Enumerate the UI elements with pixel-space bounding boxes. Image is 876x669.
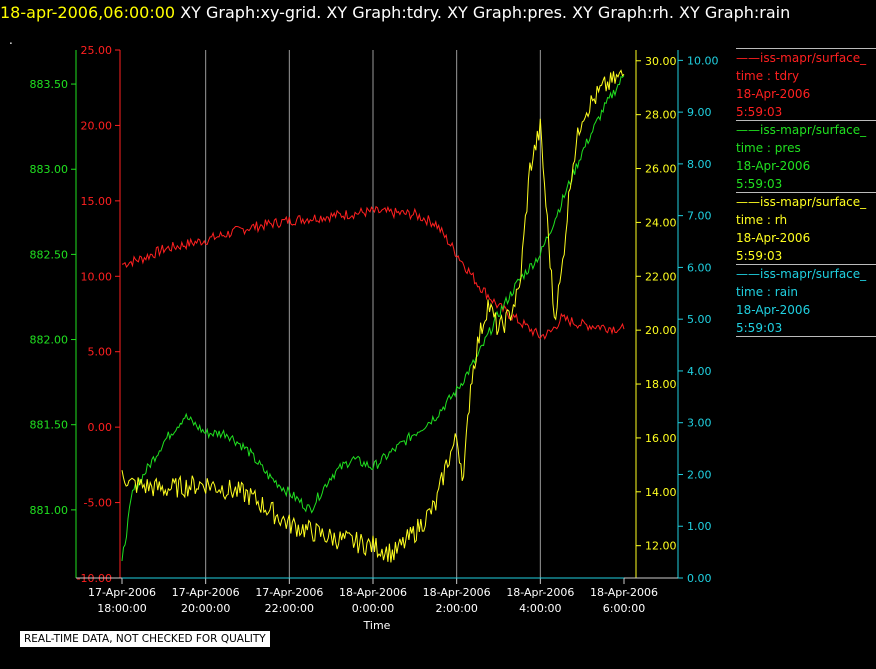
pres-tick-label: 883.00 bbox=[30, 163, 69, 176]
legend-date: 18-Apr-2006 bbox=[736, 87, 811, 101]
legend-source: ——iss-mapr/surface_ bbox=[736, 123, 867, 137]
x-tick-time: 0:00:00 bbox=[352, 602, 394, 615]
legend-source: ——iss-mapr/surface_ bbox=[736, 195, 867, 209]
pres-tick-label: 882.00 bbox=[30, 334, 69, 347]
rh-tick-label: 28.00 bbox=[645, 109, 677, 122]
legend-source: ——iss-mapr/surface_ bbox=[736, 51, 867, 65]
rh-tick-label: 22.00 bbox=[645, 270, 677, 283]
rh-tick-label: 14.00 bbox=[645, 486, 677, 499]
legend-time: 5:59:03 bbox=[736, 249, 783, 263]
series-line-tdry bbox=[121, 205, 625, 341]
rain-tick-label: 0.00 bbox=[687, 572, 712, 585]
x-tick-date: 17-Apr-2006 bbox=[172, 586, 240, 599]
pres-tick-label: 881.00 bbox=[30, 504, 69, 517]
legend-date: 18-Apr-2006 bbox=[736, 159, 811, 173]
tdry-tick-label: 5.00 bbox=[88, 346, 113, 359]
rain-tick-label: 4.00 bbox=[687, 365, 712, 378]
legend-separator bbox=[736, 120, 876, 121]
graph-title-bar: 18-apr-2006,06:00:00 XY Graph:xy-grid. X… bbox=[0, 3, 790, 22]
legend-separator bbox=[736, 192, 876, 193]
tdry-tick-label: -5.00 bbox=[84, 497, 112, 510]
legend-separator bbox=[736, 336, 876, 337]
legend-separator bbox=[736, 264, 876, 265]
legend-time: 5:59:03 bbox=[736, 321, 783, 335]
legend-entry: ——iss-mapr/surface_time : rh 18-Apr-2006 5… bbox=[736, 192, 876, 265]
x-tick-time: 22:00:00 bbox=[265, 602, 314, 615]
header-dot: . bbox=[9, 33, 13, 47]
legend-var: time : pres bbox=[736, 141, 801, 155]
rain-tick-label: 10.00 bbox=[687, 54, 719, 67]
quality-note: REAL-TIME DATA, NOT CHECKED FOR QUALITY bbox=[20, 631, 270, 647]
legend-separator bbox=[736, 48, 876, 49]
x-axis-label: Time bbox=[363, 619, 391, 632]
tdry-tick-label: 15.00 bbox=[81, 195, 113, 208]
legend-entry: ——iss-mapr/surface_time : pres 18-Apr-200… bbox=[736, 120, 876, 193]
legend-entry: ——iss-mapr/surface_time : rain 18-Apr-200… bbox=[736, 264, 876, 337]
rh-tick-label: 12.00 bbox=[645, 540, 677, 553]
x-tick-date: 18-Apr-2006 bbox=[590, 586, 658, 599]
rain-tick-label: 9.00 bbox=[687, 106, 712, 119]
x-tick-time: 2:00:00 bbox=[435, 602, 477, 615]
legend-var: time : rh bbox=[736, 213, 788, 227]
rain-tick-label: 3.00 bbox=[687, 417, 712, 430]
pres-tick-label: 882.50 bbox=[30, 248, 69, 261]
x-tick-time: 4:00:00 bbox=[519, 602, 561, 615]
series-line-pres bbox=[121, 75, 625, 562]
tdry-tick-label: 0.00 bbox=[88, 421, 113, 434]
x-tick-date: 17-Apr-2006 bbox=[255, 586, 323, 599]
pres-tick-label: 883.50 bbox=[30, 78, 69, 91]
x-tick-date: 17-Apr-2006 bbox=[88, 586, 156, 599]
rh-tick-label: 16.00 bbox=[645, 432, 677, 445]
legend-date: 18-Apr-2006 bbox=[736, 303, 811, 317]
legend-time: 5:59:03 bbox=[736, 105, 783, 119]
rh-tick-label: 26.00 bbox=[645, 163, 677, 176]
rain-tick-label: 8.00 bbox=[687, 158, 712, 171]
tdry-tick-label: 20.00 bbox=[81, 119, 113, 132]
legend-var: time : tdry bbox=[736, 69, 800, 83]
rh-tick-label: 18.00 bbox=[645, 378, 677, 391]
rh-tick-label: 30.00 bbox=[645, 55, 677, 68]
x-tick-time: 20:00:00 bbox=[181, 602, 230, 615]
x-tick-date: 18-Apr-2006 bbox=[423, 586, 491, 599]
rain-tick-label: 1.00 bbox=[687, 520, 712, 533]
x-tick-time: 18:00:00 bbox=[97, 602, 146, 615]
series-line-rh bbox=[121, 69, 625, 563]
legend-var: time : rain bbox=[736, 285, 799, 299]
pres-tick-label: 881.50 bbox=[30, 419, 69, 432]
rain-tick-label: 6.00 bbox=[687, 261, 712, 274]
rain-tick-label: 5.00 bbox=[687, 313, 712, 326]
rh-tick-label: 20.00 bbox=[645, 324, 677, 337]
rh-tick-label: 24.00 bbox=[645, 216, 677, 229]
x-tick-date: 18-Apr-2006 bbox=[506, 586, 574, 599]
rain-tick-label: 2.00 bbox=[687, 468, 712, 481]
legend-entry: ——iss-mapr/surface_time : tdry 18-Apr-200… bbox=[736, 48, 876, 121]
tdry-tick-label: 10.00 bbox=[81, 270, 113, 283]
legend-time: 5:59:03 bbox=[736, 177, 783, 191]
header-time: 18-apr-2006,06:00:00 bbox=[0, 3, 176, 22]
rain-tick-label: 7.00 bbox=[687, 210, 712, 223]
x-tick-date: 18-Apr-2006 bbox=[339, 586, 407, 599]
tdry-tick-label: 25.00 bbox=[81, 44, 113, 57]
x-tick-time: 6:00:00 bbox=[603, 602, 645, 615]
legend-source: ——iss-mapr/surface_ bbox=[736, 267, 867, 281]
legend-date: 18-Apr-2006 bbox=[736, 231, 811, 245]
header-graphs: XY Graph:xy-grid. XY Graph:tdry. XY Grap… bbox=[180, 3, 791, 22]
